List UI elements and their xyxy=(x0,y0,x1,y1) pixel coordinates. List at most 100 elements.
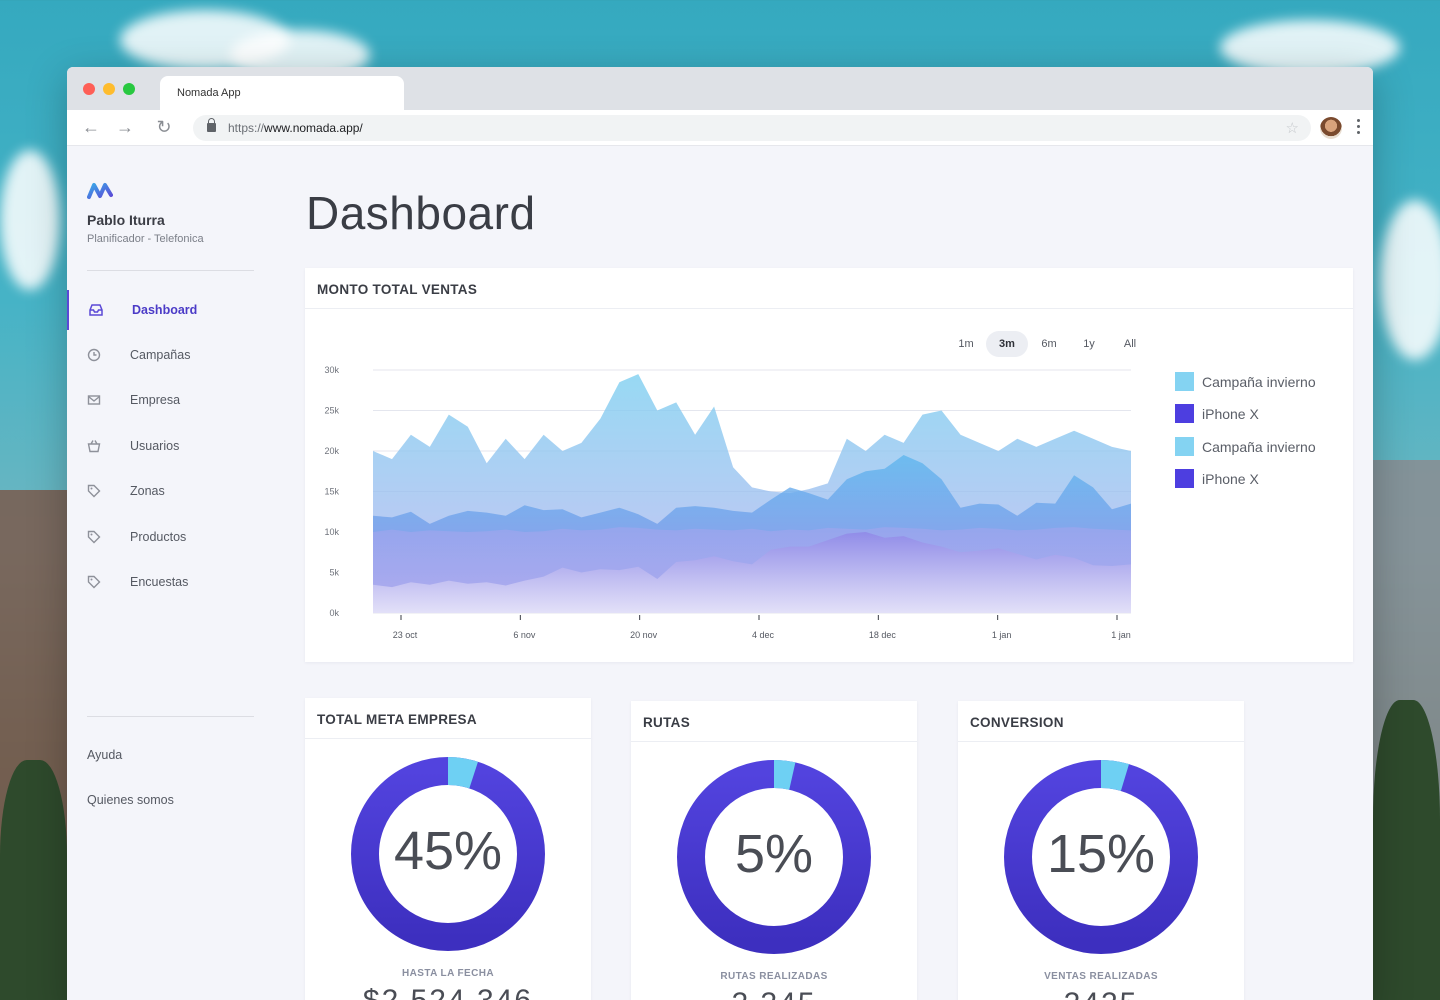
background-trees xyxy=(0,760,67,1000)
card-title: TOTAL META EMPRESA xyxy=(305,698,591,739)
card-title: CONVERSION xyxy=(958,701,1244,742)
x-tick-label: 6 nov xyxy=(513,630,536,640)
x-tick-label: 1 jan xyxy=(992,630,1012,640)
maximize-window-button[interactable] xyxy=(123,83,135,95)
x-tick-label: 4 dec xyxy=(752,630,775,640)
sidebar-item-usuarios[interactable]: Usuarios xyxy=(67,426,273,466)
sidebar-item-zonas[interactable]: Zonas xyxy=(67,471,273,511)
sidebar-item-encuestas[interactable]: Encuestas xyxy=(67,562,273,602)
y-tick-label: 0k xyxy=(329,608,339,618)
browser-tab[interactable]: Nomada App xyxy=(160,76,404,110)
forward-arrow-icon[interactable]: → xyxy=(116,117,134,137)
legend-swatch xyxy=(1175,437,1194,456)
donut-highlight-segment xyxy=(677,760,871,954)
back-arrow-icon[interactable]: ← xyxy=(82,117,100,137)
range-1m-button[interactable]: 1m xyxy=(958,338,974,350)
help-link[interactable]: Ayuda xyxy=(87,748,123,762)
inbox-icon xyxy=(89,303,103,317)
donut-card-conversion: CONVERSION 15% VENTAS REALIZADAS 2425 xyxy=(958,701,1244,1000)
range-1y-button[interactable]: 1y xyxy=(1083,338,1095,350)
cloud xyxy=(1220,20,1400,75)
donut-card-rutas: RUTAS 5% RUTAS REALIZADAS 2.345 xyxy=(631,701,917,1000)
donut-percent: 5% xyxy=(734,824,814,884)
sidebar-item-dashboard[interactable]: Dashboard xyxy=(67,290,273,330)
legend-label: iPhone X xyxy=(1202,471,1259,487)
sidebar-item-label: Productos xyxy=(130,530,187,544)
donut-percent: 45% xyxy=(393,821,503,881)
y-tick-label: 10k xyxy=(324,527,339,537)
sidebar-item-label: Dashboard xyxy=(132,303,198,317)
tab-strip: Nomada App xyxy=(67,67,1373,110)
user-name: Pablo Iturra xyxy=(87,212,165,228)
donut-amount: $2.524.346 xyxy=(305,984,591,1000)
range-all-button[interactable]: All xyxy=(1123,338,1137,350)
mail-icon xyxy=(87,393,101,407)
reload-icon[interactable]: ↻ xyxy=(156,117,172,137)
area-series-3[interactable] xyxy=(373,532,1131,613)
range-3m-button[interactable]: 3m xyxy=(986,331,1028,357)
donut-sublabel: RUTAS REALIZADAS xyxy=(720,971,828,982)
legend-label: Campaña invierno xyxy=(1202,374,1316,390)
sidebar-item-label: Empresa xyxy=(130,393,181,407)
range-6m-button[interactable]: 6m xyxy=(1041,338,1057,350)
y-tick-label: 20k xyxy=(324,446,339,456)
minimize-window-button[interactable] xyxy=(103,83,115,95)
tab-title: Nomada App xyxy=(177,87,241,99)
donut-sublabel: HASTA LA FECHA xyxy=(402,968,494,979)
sidebar-divider xyxy=(87,716,254,717)
browser-menu-icon[interactable] xyxy=(1357,119,1361,137)
sidebar-item-label: Usuarios xyxy=(130,439,180,453)
tag-icon xyxy=(87,484,101,498)
donut-sublabel: VENTAS REALIZADAS xyxy=(1044,971,1158,982)
sales-area-chart: 0k 5k 10k 15k 20k 25k 30k 23 oct 6 nov 20 nov 4 de… xyxy=(324,365,1131,640)
donut-card-meta: TOTAL META EMPRESA 45% HASTA LA FECHA $2… xyxy=(305,698,591,1000)
tag-icon xyxy=(87,530,101,544)
sidebar-item-label: Zonas xyxy=(130,484,165,498)
lock-icon xyxy=(207,118,216,132)
basket-icon xyxy=(87,439,101,453)
sidebar-item-label: Campañas xyxy=(130,348,191,362)
browser-toolbar: ← → ↻ https://www.nomada.app/ ☆ xyxy=(67,110,1373,146)
sales-chart-card: MONTO TOTAL VENTAS 1m 3m 6m 1y All 0k 5k 1… xyxy=(305,268,1353,662)
profile-avatar[interactable] xyxy=(1320,117,1342,139)
app-content: Pablo Iturra Planificador - Telefonica D… xyxy=(67,146,1373,1000)
background-trees xyxy=(1373,700,1440,1000)
donut-chart xyxy=(1004,760,1198,954)
user-role: Planificador - Telefonica xyxy=(87,233,204,245)
x-tick-label: 18 dec xyxy=(869,630,897,640)
donut-chart xyxy=(677,760,871,954)
sidebar-item-campanas[interactable]: Campañas xyxy=(67,335,273,375)
sidebar-item-productos[interactable]: Productos xyxy=(67,517,273,557)
card-title: MONTO TOTAL VENTAS xyxy=(305,268,1353,309)
legend-swatch xyxy=(1175,404,1194,423)
sidebar-item-empresa[interactable]: Empresa xyxy=(67,380,273,420)
close-window-button[interactable] xyxy=(83,83,95,95)
nomada-logo-icon xyxy=(87,183,113,199)
x-tick-label: 1 jan xyxy=(1111,630,1131,640)
legend-label: Campaña invierno xyxy=(1202,439,1316,455)
donut-amount: 2425 xyxy=(958,987,1244,1000)
url-host: www.nomada.app/ xyxy=(264,121,363,135)
bookmark-star-icon[interactable]: ☆ xyxy=(1285,120,1299,137)
x-tick-label: 20 nov xyxy=(630,630,658,640)
address-bar[interactable]: https://www.nomada.app/ ☆ xyxy=(193,115,1311,141)
about-link[interactable]: Quienes somos xyxy=(87,793,174,807)
page-title: Dashboard xyxy=(306,187,536,239)
sidebar-item-label: Encuestas xyxy=(130,575,189,589)
donut-amount: 2.345 xyxy=(631,987,917,1000)
donut-percent: 15% xyxy=(1046,824,1156,884)
donut-highlight-segment xyxy=(1004,760,1198,954)
y-tick-label: 25k xyxy=(324,406,339,416)
x-tick-label: 23 oct xyxy=(393,630,418,640)
clock-icon xyxy=(87,348,101,362)
sidebar: Pablo Iturra Planificador - Telefonica D… xyxy=(67,146,273,1000)
y-tick-label: 5k xyxy=(329,568,339,578)
card-title: RUTAS xyxy=(631,701,917,742)
donut-highlight-segment xyxy=(351,757,545,951)
url-scheme: https:// xyxy=(228,121,265,135)
donut-chart xyxy=(351,757,545,951)
cloud xyxy=(0,150,60,290)
sidebar-divider xyxy=(87,270,254,271)
y-tick-label: 30k xyxy=(324,365,339,375)
tag-icon xyxy=(87,575,101,589)
